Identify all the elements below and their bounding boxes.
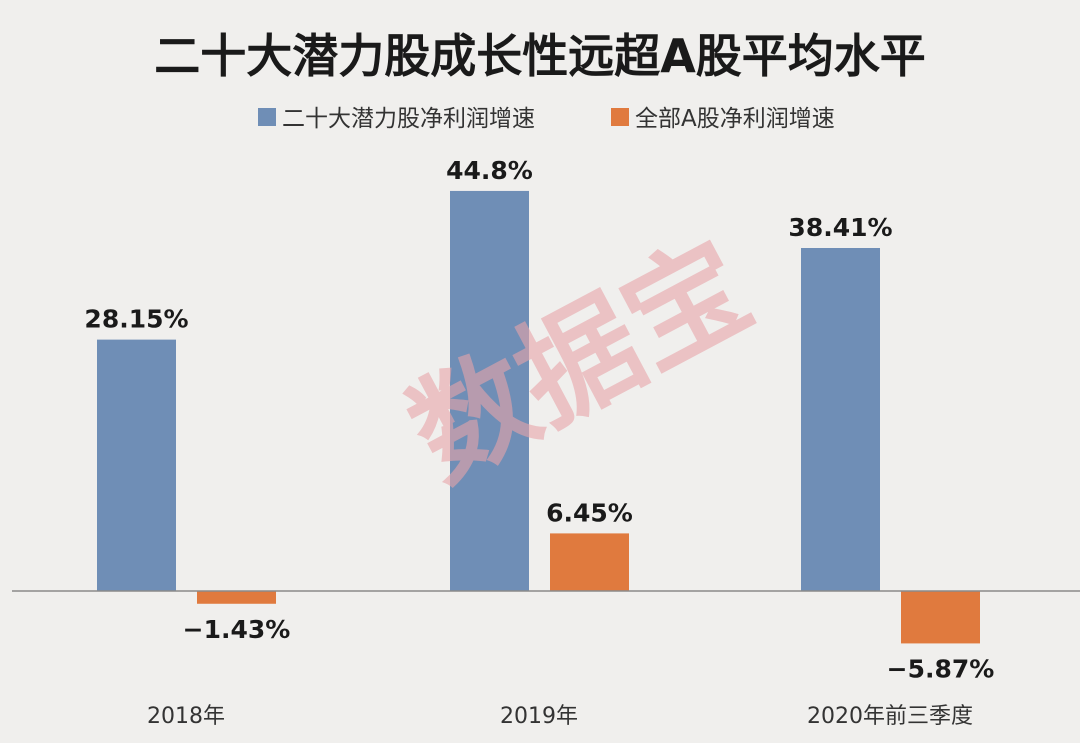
data-label-series0-cat2: 38.41%	[788, 213, 892, 242]
category-label-2: 2020年前三季度	[807, 704, 973, 729]
legend-label-all-a-shares: 全部A股净利润增速	[635, 106, 835, 132]
category-labels: 2018年 2019年 2020年前三季度	[147, 704, 973, 729]
category-label-0: 2018年	[147, 704, 225, 729]
bar-series0-cat1	[450, 190, 529, 591]
category-label-1: 2019年	[500, 704, 578, 729]
bar-series1-cat1	[550, 533, 629, 591]
data-label-series1-cat2: −5.87%	[887, 654, 995, 683]
legend-label-potential-stocks: 二十大潜力股净利润增速	[282, 106, 535, 132]
bars	[97, 190, 980, 644]
legend: 二十大潜力股净利润增速 全部A股净利润增速	[258, 106, 835, 132]
watermark: 数据宝	[389, 216, 772, 508]
data-label-series1-cat1: 6.45%	[546, 498, 633, 527]
data-labels: 28.15% 44.8% 38.41% −1.43% 6.45% −5.87%	[84, 156, 994, 683]
bar-series0-cat0	[97, 339, 176, 591]
data-label-series0-cat0: 28.15%	[84, 305, 188, 334]
chart-title: 二十大潜力股成长性远超A股平均水平	[154, 29, 926, 83]
bar-series1-cat0	[197, 591, 276, 604]
bar-series0-cat2	[801, 247, 880, 591]
legend-swatch-potential-stocks	[258, 108, 276, 126]
bar-series1-cat2	[901, 591, 980, 644]
data-label-series0-cat1: 44.8%	[446, 156, 533, 185]
legend-swatch-all-a-shares	[611, 108, 629, 126]
data-label-series1-cat0: −1.43%	[183, 615, 291, 644]
